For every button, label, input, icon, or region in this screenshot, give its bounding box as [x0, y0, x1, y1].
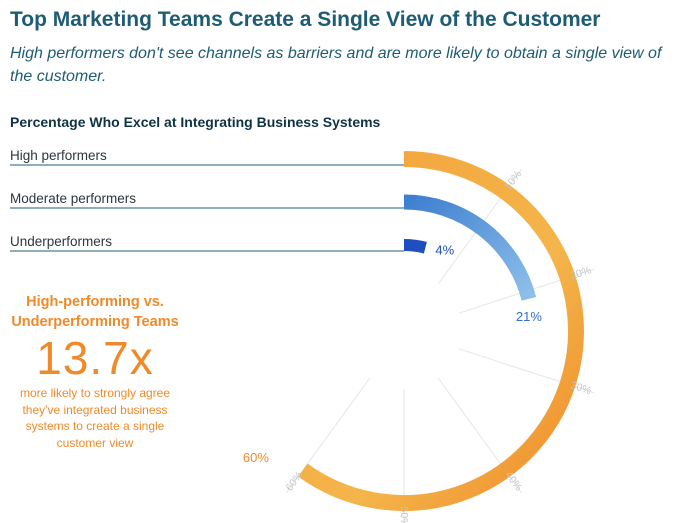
callout-text: more likely to strongly agree they've in…: [12, 385, 178, 451]
page-title: Top Marketing Teams Create a Single View…: [10, 8, 601, 31]
chart-title: Percentage Who Excel at Integrating Busi…: [10, 114, 381, 130]
value-label-underperformers: 4%: [435, 243, 454, 258]
callout-multiplier: 13.7x: [36, 332, 154, 384]
label-moderate-performers: Moderate performers: [10, 191, 137, 206]
tick-label-30: 30%: [569, 379, 593, 397]
callout-text-line-4: customer view: [56, 435, 134, 450]
callout-heading: High-performing vs. Underperforming Team…: [0, 292, 190, 332]
callout-text-line-3: systems to create a single: [25, 419, 165, 433]
callout-text-line-2: they've integrated business: [22, 402, 168, 417]
callout-text-line-1: more likely to strongly agree: [19, 386, 171, 400]
tick-label-50: 50%: [398, 506, 410, 523]
value-label-high-performers: 60%: [243, 450, 269, 465]
tick-label-40: 40%: [502, 469, 524, 493]
label-underperformers: Underperformers: [10, 234, 113, 249]
bar-underperformers: [403, 239, 427, 254]
tick-label-10: 10%: [502, 168, 524, 192]
value-label-moderate-performers: 21%: [516, 309, 542, 324]
label-high-performers: High performers: [10, 148, 107, 163]
bar-moderate-performers: [403, 194, 537, 301]
callout-heading-line-1: High-performing vs.: [26, 294, 164, 310]
page-subtitle: High performers don't see channels as ba…: [10, 45, 662, 85]
callout-heading-line-2: Underperforming Teams: [11, 314, 179, 330]
bar-high-performers: [298, 151, 584, 511]
tick-label-20: 20%: [569, 264, 593, 282]
